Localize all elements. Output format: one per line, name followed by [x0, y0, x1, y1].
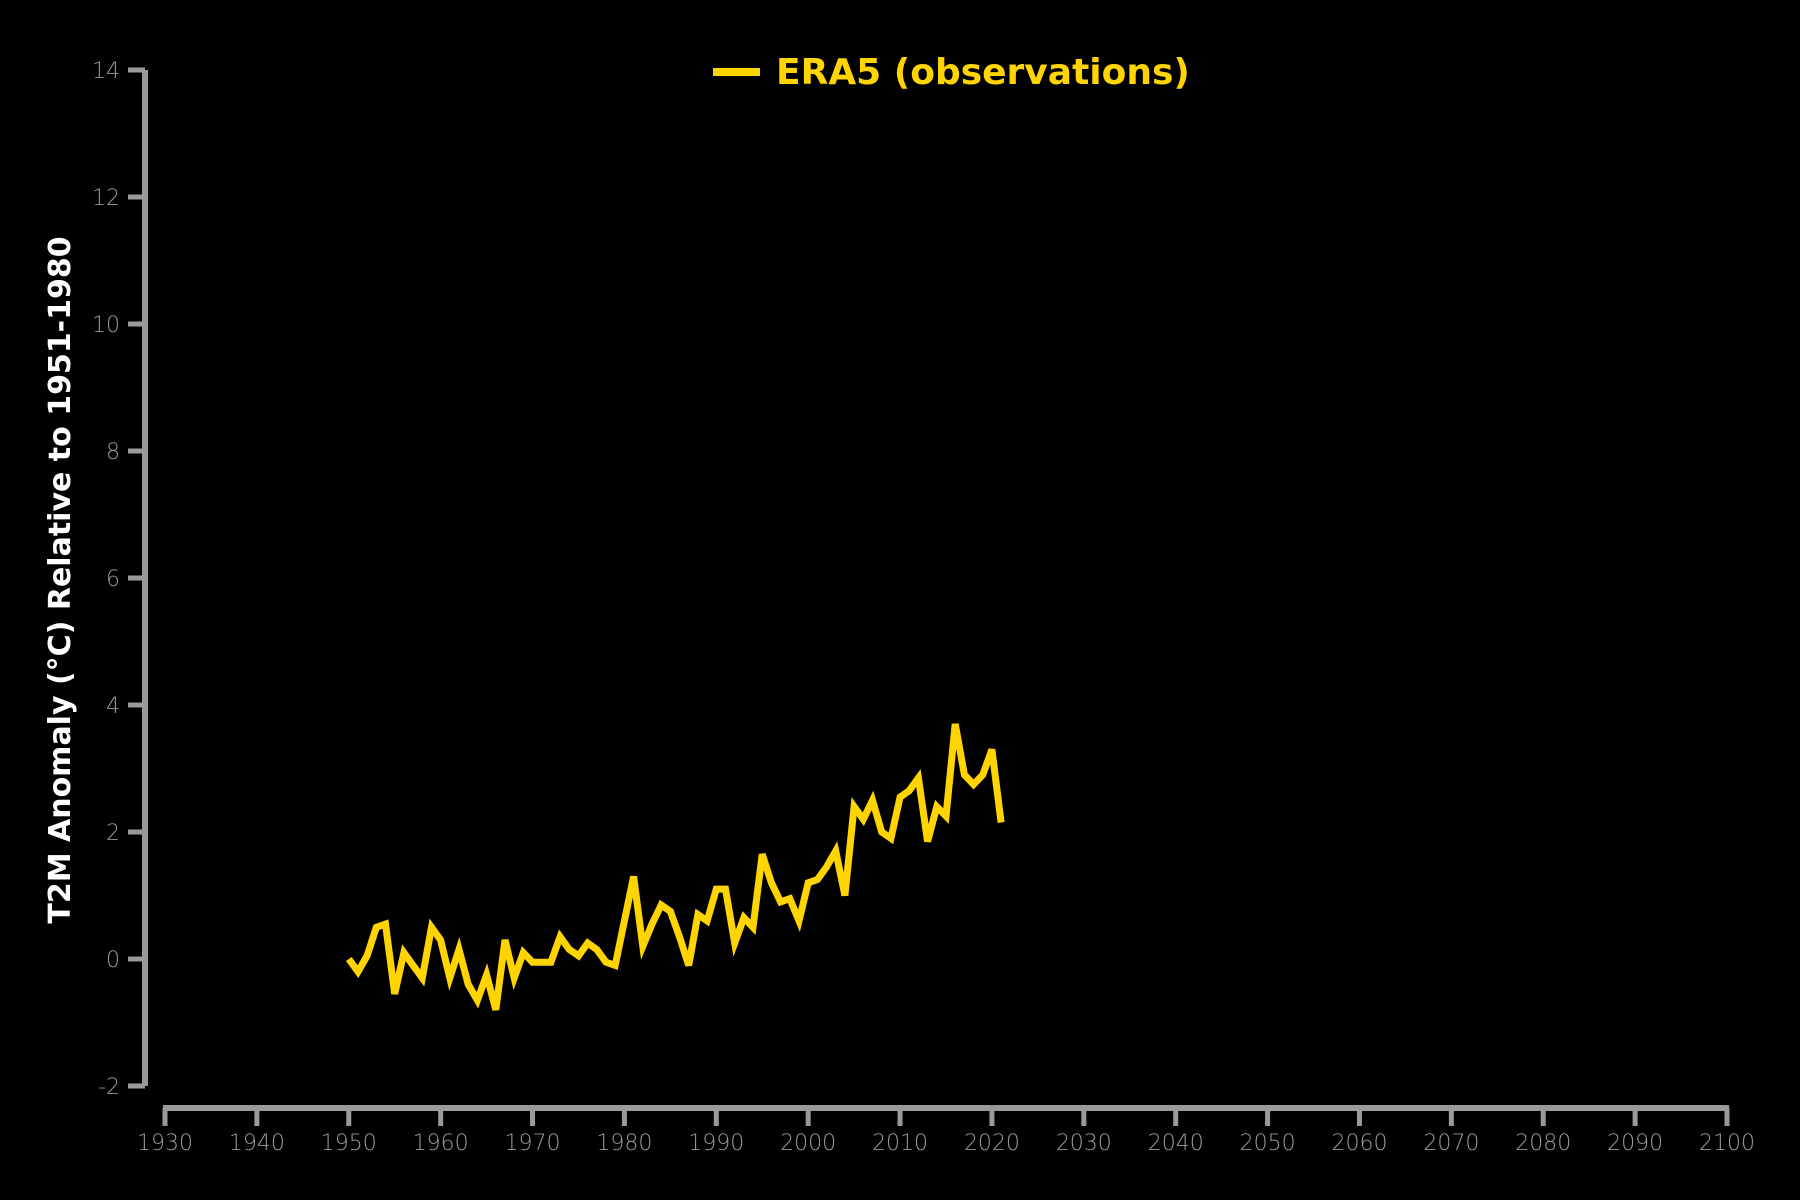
x-tick-label: 1940 [229, 1131, 285, 1156]
x-tick-label: 2090 [1607, 1131, 1663, 1156]
y-axis-title: T2M Anomaly (°C) Relative to 1951-1980 [43, 236, 78, 923]
y-axis-ticks: -2 0 2 4 6 8 10 12 14 [92, 59, 145, 1100]
x-tick-label: 1930 [137, 1131, 193, 1156]
x-tick-label: 2030 [1056, 1131, 1112, 1156]
x-tick-label: 1980 [596, 1131, 652, 1156]
legend: ERA5 (observations) [713, 52, 1190, 93]
x-tick-label: 1960 [413, 1131, 469, 1156]
x-tick-label: 2000 [780, 1131, 836, 1156]
y-tick-label: -2 [98, 1075, 120, 1100]
x-tick-label: 2100 [1699, 1131, 1755, 1156]
x-tick-label: 2040 [1148, 1131, 1204, 1156]
x-tick-label: 2060 [1331, 1131, 1387, 1156]
x-axis-ticks: 1930 1940 1950 1960 1970 1980 1990 2000 2010 2020… [137, 1108, 1755, 1156]
x-tick-label: 1950 [321, 1131, 377, 1156]
y-tick-label: 10 [92, 313, 120, 338]
x-tick-label: 2070 [1423, 1131, 1479, 1156]
y-axis: -2 0 2 4 6 8 10 12 14 [92, 59, 148, 1100]
y-tick-label: 12 [92, 186, 120, 211]
x-axis: 1930 1940 1950 1960 1970 1980 1990 2000 2010 2020… [137, 1105, 1755, 1156]
x-tick-label: 1970 [505, 1131, 561, 1156]
legend-label: ERA5 (observations) [776, 52, 1190, 93]
y-tick-label: 8 [106, 440, 120, 465]
y-tick-label: 0 [106, 948, 120, 973]
series-line-era5 [345, 723, 1005, 1011]
x-tick-label: 2020 [964, 1131, 1020, 1156]
y-tick-label: 6 [106, 567, 120, 592]
x-tick-label: 2010 [872, 1131, 928, 1156]
x-tick-label: 2050 [1240, 1131, 1296, 1156]
y-tick-label: 2 [106, 821, 120, 846]
x-tick-label: 2080 [1515, 1131, 1571, 1156]
y-tick-label: 14 [92, 59, 120, 84]
y-tick-label: 4 [106, 694, 120, 719]
x-tick-label: 1990 [688, 1131, 744, 1156]
series-layer [345, 723, 1005, 1011]
